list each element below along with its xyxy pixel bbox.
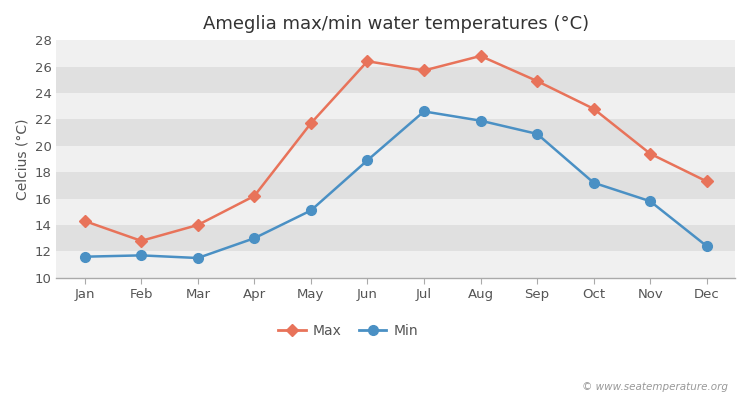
Bar xyxy=(56,119,735,146)
Text: © www.seatemperature.org: © www.seatemperature.org xyxy=(581,382,728,392)
Min xyxy=(532,132,542,136)
Min xyxy=(476,118,485,123)
Title: Ameglia max/min water temperatures (°C): Ameglia max/min water temperatures (°C) xyxy=(202,15,589,33)
Min xyxy=(136,253,146,258)
Bar xyxy=(56,40,735,66)
Min xyxy=(307,208,316,213)
Max xyxy=(250,194,259,198)
Y-axis label: Celcius (°C): Celcius (°C) xyxy=(15,118,29,200)
Max xyxy=(419,68,428,73)
Bar xyxy=(56,146,735,172)
Max xyxy=(136,238,146,243)
Min xyxy=(702,244,711,248)
Bar xyxy=(56,252,735,278)
Max xyxy=(194,222,202,227)
Max xyxy=(702,179,711,184)
Bar xyxy=(56,225,735,252)
Bar xyxy=(56,198,735,225)
Line: Min: Min xyxy=(80,106,712,263)
Max xyxy=(307,121,316,126)
Bar xyxy=(56,172,735,198)
Min xyxy=(80,254,89,259)
Min xyxy=(646,199,655,204)
Line: Max: Max xyxy=(80,52,711,245)
Max xyxy=(590,106,598,111)
Bar xyxy=(56,66,735,93)
Min xyxy=(363,158,372,163)
Max xyxy=(476,54,485,58)
Max xyxy=(646,151,655,156)
Max xyxy=(80,219,89,224)
Bar xyxy=(56,93,735,119)
Max xyxy=(363,59,372,64)
Max xyxy=(532,79,542,84)
Min xyxy=(194,256,202,260)
Min xyxy=(250,236,259,241)
Min xyxy=(419,109,428,114)
Min xyxy=(590,180,598,185)
Legend: Max, Min: Max, Min xyxy=(273,318,424,343)
